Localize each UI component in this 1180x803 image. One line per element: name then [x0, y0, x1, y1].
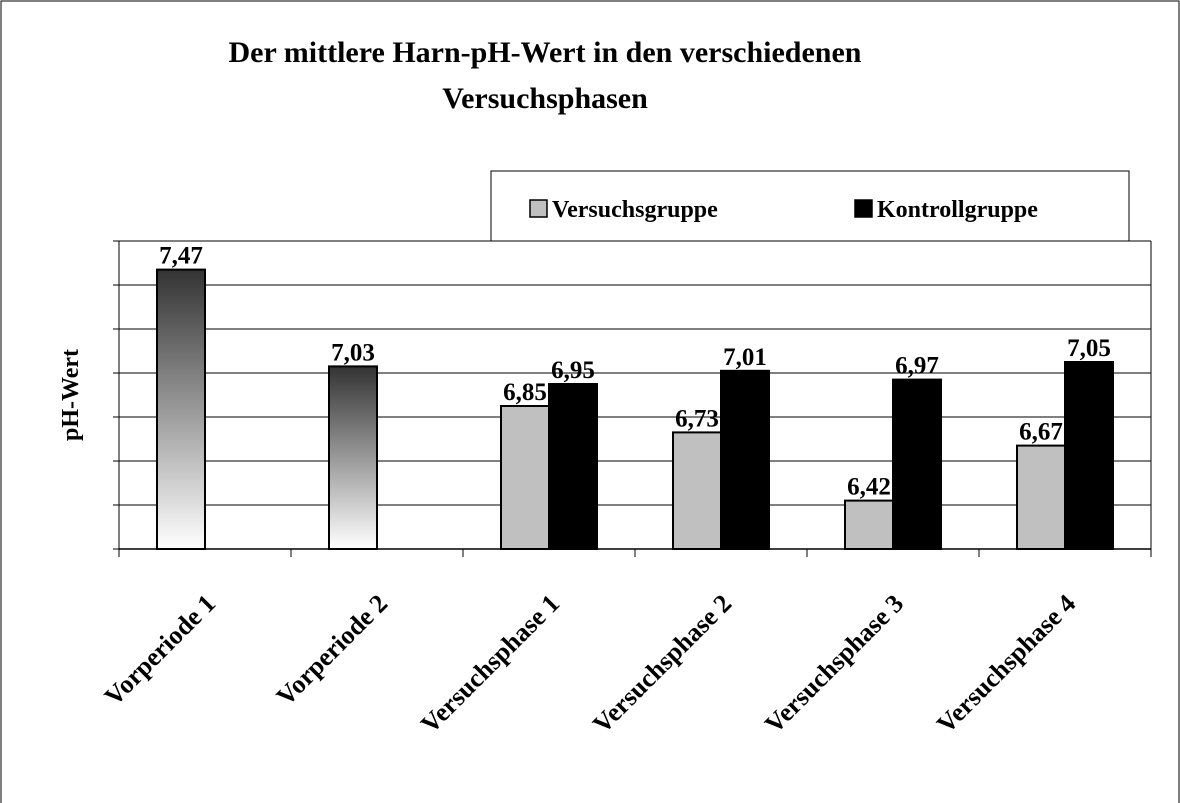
- data-label: 7,47: [159, 243, 203, 270]
- x-tick-label: Versuchsphase 1: [415, 589, 565, 739]
- bar: [328, 365, 378, 550]
- data-label: 7,05: [1067, 335, 1111, 362]
- data-label: 6,85: [503, 379, 547, 406]
- bar: [1064, 361, 1114, 550]
- chart-title: Der mittlere Harn-pH-Wert in den verschi…: [229, 36, 862, 69]
- data-label: 7,03: [331, 339, 375, 366]
- chart-title: Versuchsphasen: [442, 82, 648, 115]
- y-axis-label: pH-Wert: [58, 349, 84, 441]
- x-tick-label: Vorperiode 1: [99, 589, 221, 711]
- bar: [156, 268, 206, 550]
- bar: [720, 369, 770, 550]
- legend-swatch: [854, 199, 873, 218]
- legend-swatch: [529, 199, 548, 218]
- data-label: 6,42: [847, 474, 891, 501]
- data-label: 7,01: [723, 344, 767, 371]
- bar: [892, 378, 942, 550]
- bar: [844, 499, 894, 551]
- x-tick-label: Versuchsphase 3: [759, 589, 909, 739]
- data-label: 6,67: [1019, 419, 1063, 446]
- legend-label: Kontrollgruppe: [877, 197, 1038, 223]
- bar: [500, 405, 550, 550]
- legend-box: [490, 170, 1130, 242]
- x-tick-label: Versuchsphase 2: [587, 589, 737, 739]
- bar: [548, 383, 598, 550]
- bar: [672, 431, 722, 550]
- x-tick-label: Versuchsphase 4: [931, 589, 1081, 739]
- legend-label: Versuchsgruppe: [552, 197, 718, 223]
- bar: [1016, 444, 1066, 551]
- data-label: 6,73: [675, 405, 719, 432]
- data-label: 6,95: [551, 357, 595, 384]
- x-tick-label: Vorperiode 2: [271, 589, 393, 711]
- data-label: 6,97: [895, 353, 939, 380]
